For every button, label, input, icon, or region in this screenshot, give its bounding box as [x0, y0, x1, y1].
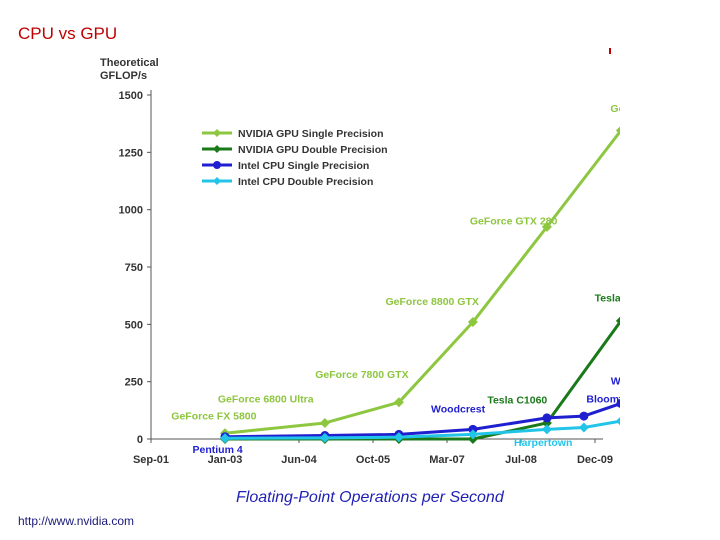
annotation-label: GeForce 8800 GTX: [386, 296, 479, 308]
annotation-label: GeForce 6800 Ultra: [218, 393, 314, 405]
data-point: [467, 429, 478, 440]
x-tick-label: Sep-01: [133, 454, 169, 466]
legend-label: Intel CPU Single Precision: [238, 160, 369, 172]
annotation-label: Pentium 4: [193, 444, 243, 456]
legend-swatch-marker: [213, 145, 221, 153]
corner-mark: [609, 48, 611, 54]
annotation-label: GeForce 7800 GTX: [315, 369, 408, 381]
source-url: http://www.nvidia.com: [18, 514, 135, 528]
y-tick-label: 750: [125, 262, 143, 274]
chart-caption: Floating-Point Operations per Second: [236, 489, 504, 506]
y-axis-title-line2: GFLOP/s: [100, 70, 147, 82]
y-tick-label: 500: [125, 319, 143, 331]
data-point: [468, 424, 478, 434]
legend-label: NVIDIA GPU Single Precision: [238, 128, 383, 140]
y-tick-label: 0: [137, 434, 143, 446]
legend-label: NVIDIA GPU Double Precision: [238, 144, 388, 156]
data-point: [541, 424, 552, 435]
x-tick-label: Oct-05: [356, 454, 390, 466]
annotation-label: Bloomfield: [586, 393, 620, 405]
annotation-label: Harpertown: [514, 437, 572, 449]
legend-swatch-marker: [213, 177, 221, 185]
legend-swatch-marker: [213, 161, 221, 169]
data-point: [579, 411, 589, 421]
data-point: [319, 432, 330, 443]
data-point: [578, 422, 589, 433]
annotation-label: Woodcrest: [431, 404, 486, 416]
annotation-label: GeForce GTX 280: [470, 216, 558, 228]
y-tick-label: 1250: [119, 147, 143, 159]
legend-swatch-marker: [213, 129, 221, 137]
slide-title: CPU vs GPU: [18, 24, 118, 43]
x-tick-label: Jan-03: [208, 454, 243, 466]
x-tick-label: Mar-07: [429, 454, 464, 466]
data-point: [541, 221, 552, 232]
data-point: [393, 397, 404, 408]
data-point: [393, 432, 404, 443]
series-line-0: [224, 129, 623, 435]
legend-label: Intel CPU Double Precision: [238, 176, 373, 188]
y-tick-label: 1500: [119, 90, 143, 102]
y-tick-label: 250: [125, 377, 143, 389]
annotation-label: GeForce FX 5800: [171, 411, 256, 423]
x-tick-label: Jul-08: [505, 454, 537, 466]
data-point: [467, 317, 478, 328]
annotation-label: Tesla C2050: [595, 292, 620, 304]
x-tick-label: Jun-04: [281, 454, 317, 466]
data-point: [615, 416, 626, 427]
y-axis-title-line1: Theoretical: [100, 57, 159, 69]
chart: Theoretical GFLOP/s 0 250 500 750 1000 1250 1500…: [90, 48, 698, 478]
series-line-2: [224, 402, 622, 439]
y-tick-label: 1000: [119, 205, 143, 217]
x-tick-label: Dec-09: [577, 454, 613, 466]
series-line-1: [225, 320, 623, 441]
data-point: [542, 413, 552, 423]
data-point: [319, 417, 330, 428]
annotation-label: Westmere: [611, 375, 620, 387]
annotation-label: Tesla C1060: [487, 394, 547, 406]
annotation-label: GeForce GTX 480: [610, 103, 620, 115]
data-point: [220, 433, 230, 444]
